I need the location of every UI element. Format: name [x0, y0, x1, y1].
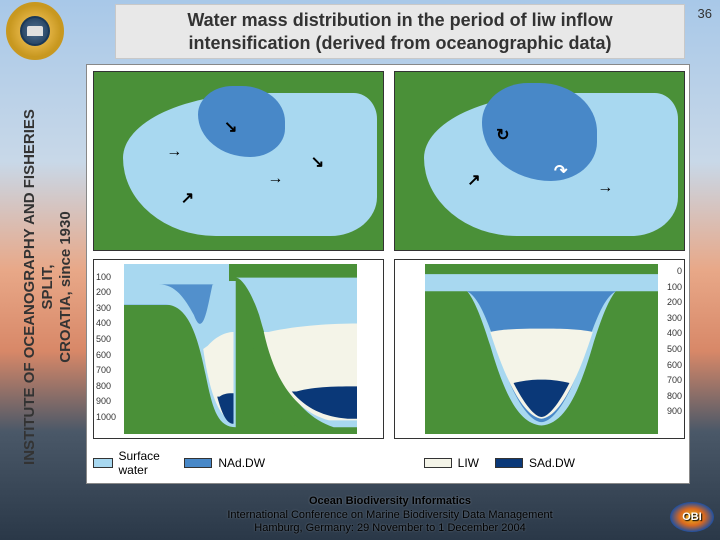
- panel-plan-right: ↻ ↷ → ↗: [394, 71, 685, 251]
- legend: Surface water NAd.DW LIW SAd.DW: [93, 449, 685, 477]
- institute-logo: [6, 2, 64, 60]
- obi-logo: OBI: [670, 502, 714, 532]
- legend-saddw: SAd.DW: [495, 456, 575, 470]
- panel-grid: → ↘ → ↗ ↘ ↻ ↷ → ↗ 100: [93, 71, 685, 439]
- swatch-surface: [93, 458, 113, 468]
- depth-ticks-right: 0 100 200 300 400 500 600 700 800 900: [660, 262, 682, 439]
- sidebar-line1: INSTITUTE OF OCEANOGRAPHY AND FISHERIES …: [21, 107, 57, 467]
- depth-ticks-left: 100 200 300 400 500 600 700 800 900 1000: [96, 262, 122, 439]
- legend-surface: Surface water: [93, 449, 168, 477]
- chart-area: → ↘ → ↗ ↘ ↻ ↷ → ↗ 100: [86, 64, 690, 484]
- footer-line2: International Conference on Marine Biodi…: [120, 509, 660, 523]
- legend-naddw: NAd.DW: [184, 456, 265, 470]
- swatch-liw: [424, 458, 452, 468]
- sidebar-institute-label: INSTITUTE OF OCEANOGRAPHY AND FISHERIES …: [21, 107, 75, 467]
- swatch-naddw: [184, 458, 212, 468]
- swatch-saddw: [495, 458, 523, 468]
- slide: 36 Water mass distribution in the period…: [0, 0, 720, 540]
- panel-xsection-right: 0 100 200 300 400 500 600 700 800 900: [394, 259, 685, 439]
- footer: Ocean Biodiversity Informatics Internati…: [120, 495, 660, 536]
- footer-line3: Hamburg, Germany: 29 November to 1 Decem…: [120, 522, 660, 536]
- panel-plan-left: → ↘ → ↗ ↘: [93, 71, 384, 251]
- page-number: 36: [698, 6, 712, 21]
- footer-line1: Ocean Biodiversity Informatics: [120, 495, 660, 509]
- sidebar-line2: CROATIA, since 1930: [57, 107, 75, 467]
- slide-title: Water mass distribution in the period of…: [115, 4, 685, 59]
- obi-label: OBI: [682, 511, 702, 523]
- legend-liw: LIW: [424, 456, 479, 470]
- panel-xsection-left: 100 200 300 400 500 600 700 800 900 1000: [93, 259, 384, 439]
